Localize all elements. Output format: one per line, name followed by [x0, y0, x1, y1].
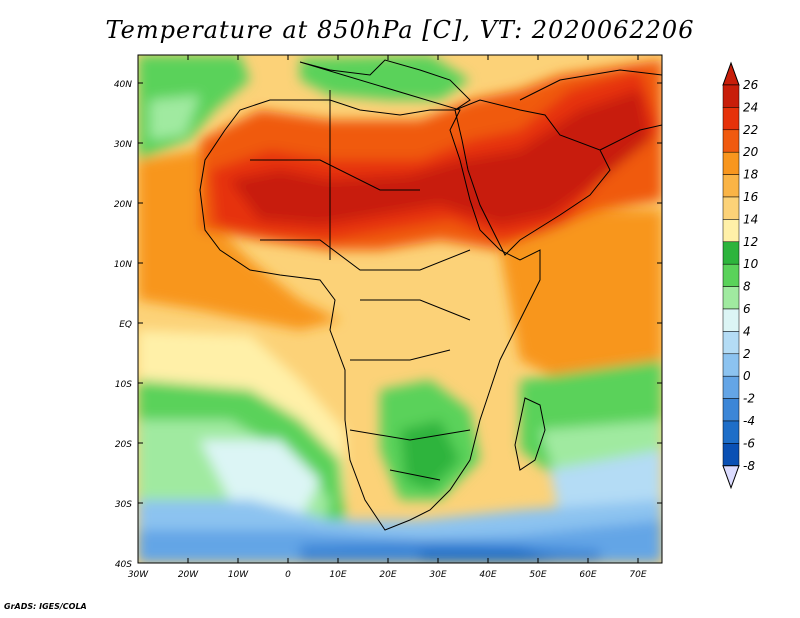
colorbar-swatch	[722, 84, 740, 108]
colorbar-swatch	[722, 107, 740, 131]
colorbar-swatch	[722, 286, 740, 310]
lat-label: EQ	[119, 320, 132, 330]
temperature-field	[138, 55, 662, 563]
colorbar-label: 20	[743, 145, 759, 159]
colorbar-swatch	[722, 196, 740, 220]
lon-label: 10E	[329, 570, 346, 580]
lon-label: 20W	[178, 570, 199, 580]
lat-label: 10S	[115, 380, 132, 390]
grads-credit: GrADS: IGES/COLA	[4, 602, 87, 611]
lon-label: 0	[285, 570, 291, 580]
lat-labels: 40N 30N 20N 10N EQ 10S 20S 30S 40S	[114, 80, 132, 570]
lat-label: 20S	[115, 440, 132, 450]
colorbar-label: 8	[743, 280, 751, 294]
colorbar-swatch	[722, 174, 740, 198]
colorbar-label: 26	[743, 78, 759, 92]
lon-label: 30E	[429, 570, 446, 580]
colorbar-label: -6	[743, 436, 755, 450]
colorbar-swatch	[722, 353, 740, 377]
colorbar-swatch	[722, 263, 740, 287]
colorbar-label: -8	[743, 459, 755, 473]
lon-label: 50E	[529, 570, 546, 580]
colorbar-label: 24	[743, 100, 758, 114]
colorbar-label: 22	[743, 123, 758, 137]
colorbar-label: 0	[743, 369, 751, 383]
colorbar-swatch	[722, 375, 740, 399]
colorbar-label: -4	[743, 414, 755, 428]
coastlines	[199, 59, 662, 531]
colorbar-swatch	[722, 151, 740, 175]
colorbar-label: 18	[743, 168, 759, 182]
lat-label: 20N	[114, 200, 132, 210]
colorbar-swatch	[722, 219, 740, 243]
axis-ticks	[137, 55, 662, 564]
lat-label: 10N	[114, 260, 132, 270]
colorbar-label: 6	[743, 302, 751, 316]
colorbar-arrow-top	[722, 61, 740, 86]
lon-labels: 30W 20W 10W 0 10E 20E 30E 40E 50E 60E 70…	[128, 570, 647, 580]
map-title: Temperature at 850hPa [C], VT: 202006220…	[105, 16, 695, 44]
lat-label: 40S	[115, 560, 132, 570]
colorbar-swatch	[722, 308, 740, 332]
colorbar-label: 12	[743, 235, 758, 249]
lon-label: 40E	[479, 570, 496, 580]
colorbar-label: 4	[743, 324, 751, 338]
lat-label: 40N	[114, 80, 132, 90]
colorbar-swatch	[722, 129, 740, 153]
colorbar-swatch	[722, 420, 740, 444]
colorbar-label: 2	[743, 347, 751, 361]
colorbar-swatch	[722, 241, 740, 265]
lon-label: 10W	[228, 570, 249, 580]
lat-label: 30S	[115, 500, 132, 510]
colorbar-label: -2	[743, 392, 755, 406]
colorbar-label: 16	[743, 190, 759, 204]
colorbar-swatch	[722, 443, 740, 467]
plot-frame	[137, 54, 663, 564]
colorbar-label: 10	[743, 257, 759, 271]
colorbar-arrow-bottom	[722, 465, 740, 490]
lon-label: 60E	[579, 570, 596, 580]
lat-label: 30N	[114, 140, 132, 150]
lon-label: 20E	[379, 570, 396, 580]
colorbar-swatch	[722, 398, 740, 422]
colorbar-swatch	[722, 331, 740, 355]
colorbar-label: 14	[743, 212, 758, 226]
lon-label: 70E	[629, 570, 646, 580]
lon-label: 30W	[128, 570, 149, 580]
